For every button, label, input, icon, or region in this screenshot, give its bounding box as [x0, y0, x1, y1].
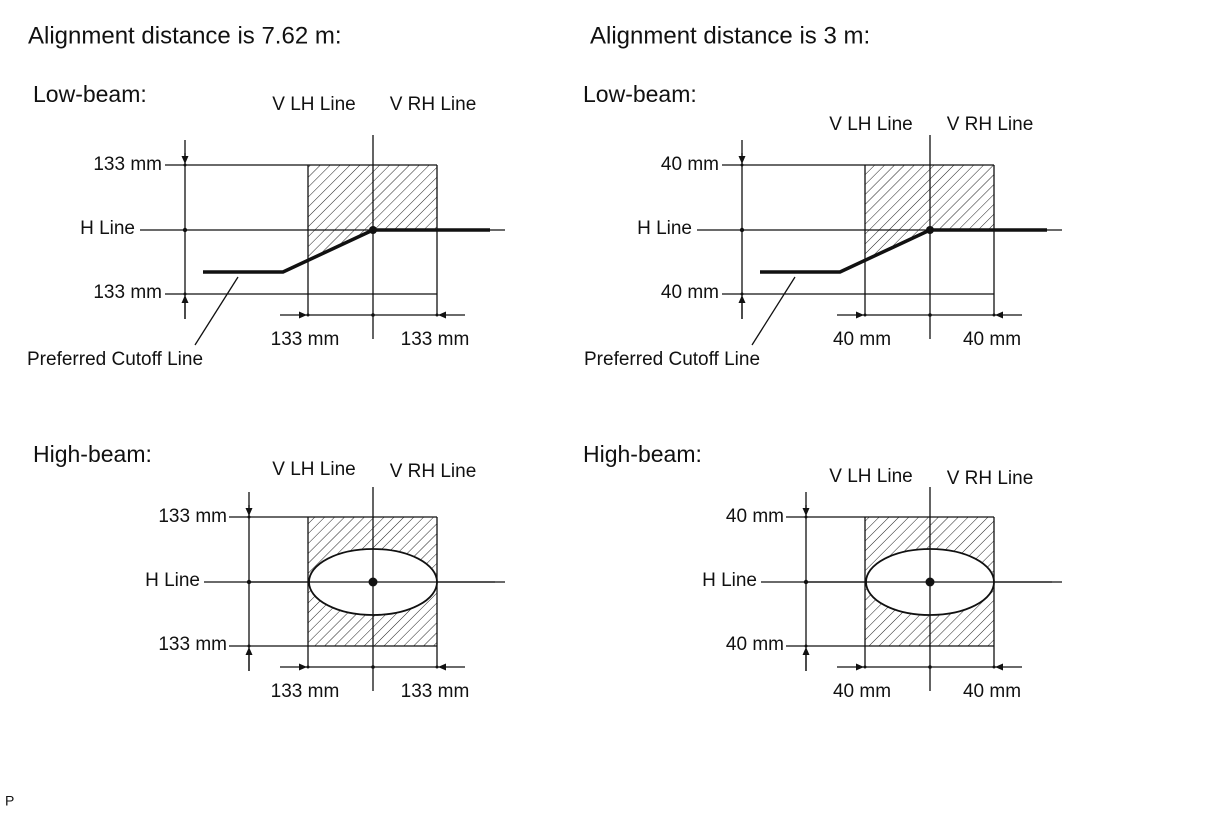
arrow-head: [856, 311, 864, 319]
dot: [183, 292, 187, 296]
v-rh-line-label: V RH Line: [390, 94, 477, 115]
bottom-offset-label: 133 mm: [93, 282, 162, 303]
left-offset-label: 133 mm: [271, 329, 340, 350]
dot: [928, 665, 932, 669]
arrow-head: [995, 311, 1003, 319]
dot: [369, 226, 377, 234]
cutoff-line-label: Preferred Cutoff Line: [584, 349, 760, 370]
dot: [863, 313, 867, 317]
v-lh-line-label: V LH Line: [829, 114, 912, 135]
line: [194, 276, 239, 346]
right-offset-label: 40 mm: [963, 329, 1021, 350]
dot: [368, 577, 378, 587]
right-offset-label: 40 mm: [963, 681, 1021, 702]
arrow-head: [181, 156, 189, 164]
bottom-offset-label: 133 mm: [158, 634, 227, 655]
dot: [925, 577, 935, 587]
v-lh-line-label: V LH Line: [272, 94, 355, 115]
arrow-head: [299, 663, 307, 671]
v-rh-line-label: V RH Line: [947, 468, 1034, 489]
dot: [183, 163, 187, 167]
h-line-label: H Line: [80, 218, 135, 239]
line: [751, 276, 796, 346]
dot: [928, 313, 932, 317]
dot: [247, 644, 251, 648]
left-offset-label: 133 mm: [271, 681, 340, 702]
v-rh-line-label: V RH Line: [947, 114, 1034, 135]
top-offset-label: 133 mm: [93, 154, 162, 175]
v-lh-line-label: V LH Line: [829, 466, 912, 487]
top-offset-label: 133 mm: [158, 506, 227, 527]
high-beam-heading: High-beam:: [33, 441, 152, 467]
dot: [435, 665, 439, 669]
arrow-head: [181, 295, 189, 303]
dot: [435, 313, 439, 317]
dot: [992, 313, 996, 317]
dot: [182, 227, 188, 233]
h-line-label: H Line: [702, 570, 757, 591]
arrow-head: [738, 156, 746, 164]
right-offset-label: 133 mm: [401, 681, 470, 702]
dot: [306, 313, 310, 317]
dot: [992, 665, 996, 669]
arrow-head: [995, 663, 1003, 671]
arrow-head: [299, 311, 307, 319]
footer: P: [5, 793, 14, 809]
arrow-head: [802, 508, 810, 516]
dot: [804, 644, 808, 648]
cutoff-line: [760, 228, 1047, 274]
h-line-label: H Line: [145, 570, 200, 591]
dot: [804, 515, 808, 519]
dot: [739, 227, 745, 233]
left-offset-label: 40 mm: [833, 329, 891, 350]
bottom-offset-label: 40 mm: [726, 634, 784, 655]
v-rh-line-label: V RH Line: [390, 461, 477, 482]
panel-title: Alignment distance is 7.62 m:: [28, 22, 342, 49]
dot: [371, 313, 375, 317]
dot: [371, 665, 375, 669]
arrow-head: [438, 311, 446, 319]
dot: [863, 665, 867, 669]
arrow-head: [245, 647, 253, 655]
high-beam-heading: High-beam:: [583, 441, 702, 467]
arrow-head: [802, 647, 810, 655]
v-lh-line-label: V LH Line: [272, 459, 355, 480]
arrow-head: [738, 295, 746, 303]
arrow-head: [856, 663, 864, 671]
dot: [926, 226, 934, 234]
panel-title: Alignment distance is 3 m:: [590, 22, 870, 49]
dot: [740, 292, 744, 296]
top-offset-label: 40 mm: [661, 154, 719, 175]
dot: [740, 163, 744, 167]
h-line-label: H Line: [637, 218, 692, 239]
dot: [247, 515, 251, 519]
right-offset-label: 133 mm: [401, 329, 470, 350]
low-beam-heading: Low-beam:: [33, 81, 147, 107]
low-beam-heading: Low-beam:: [583, 81, 697, 107]
top-offset-label: 40 mm: [726, 506, 784, 527]
cutoff-line-label: Preferred Cutoff Line: [27, 349, 203, 370]
left-offset-label: 40 mm: [833, 681, 891, 702]
arrow-head: [438, 663, 446, 671]
arrow-head: [245, 508, 253, 516]
bottom-offset-label: 40 mm: [661, 282, 719, 303]
dot: [306, 665, 310, 669]
cutoff-line: [203, 228, 490, 274]
